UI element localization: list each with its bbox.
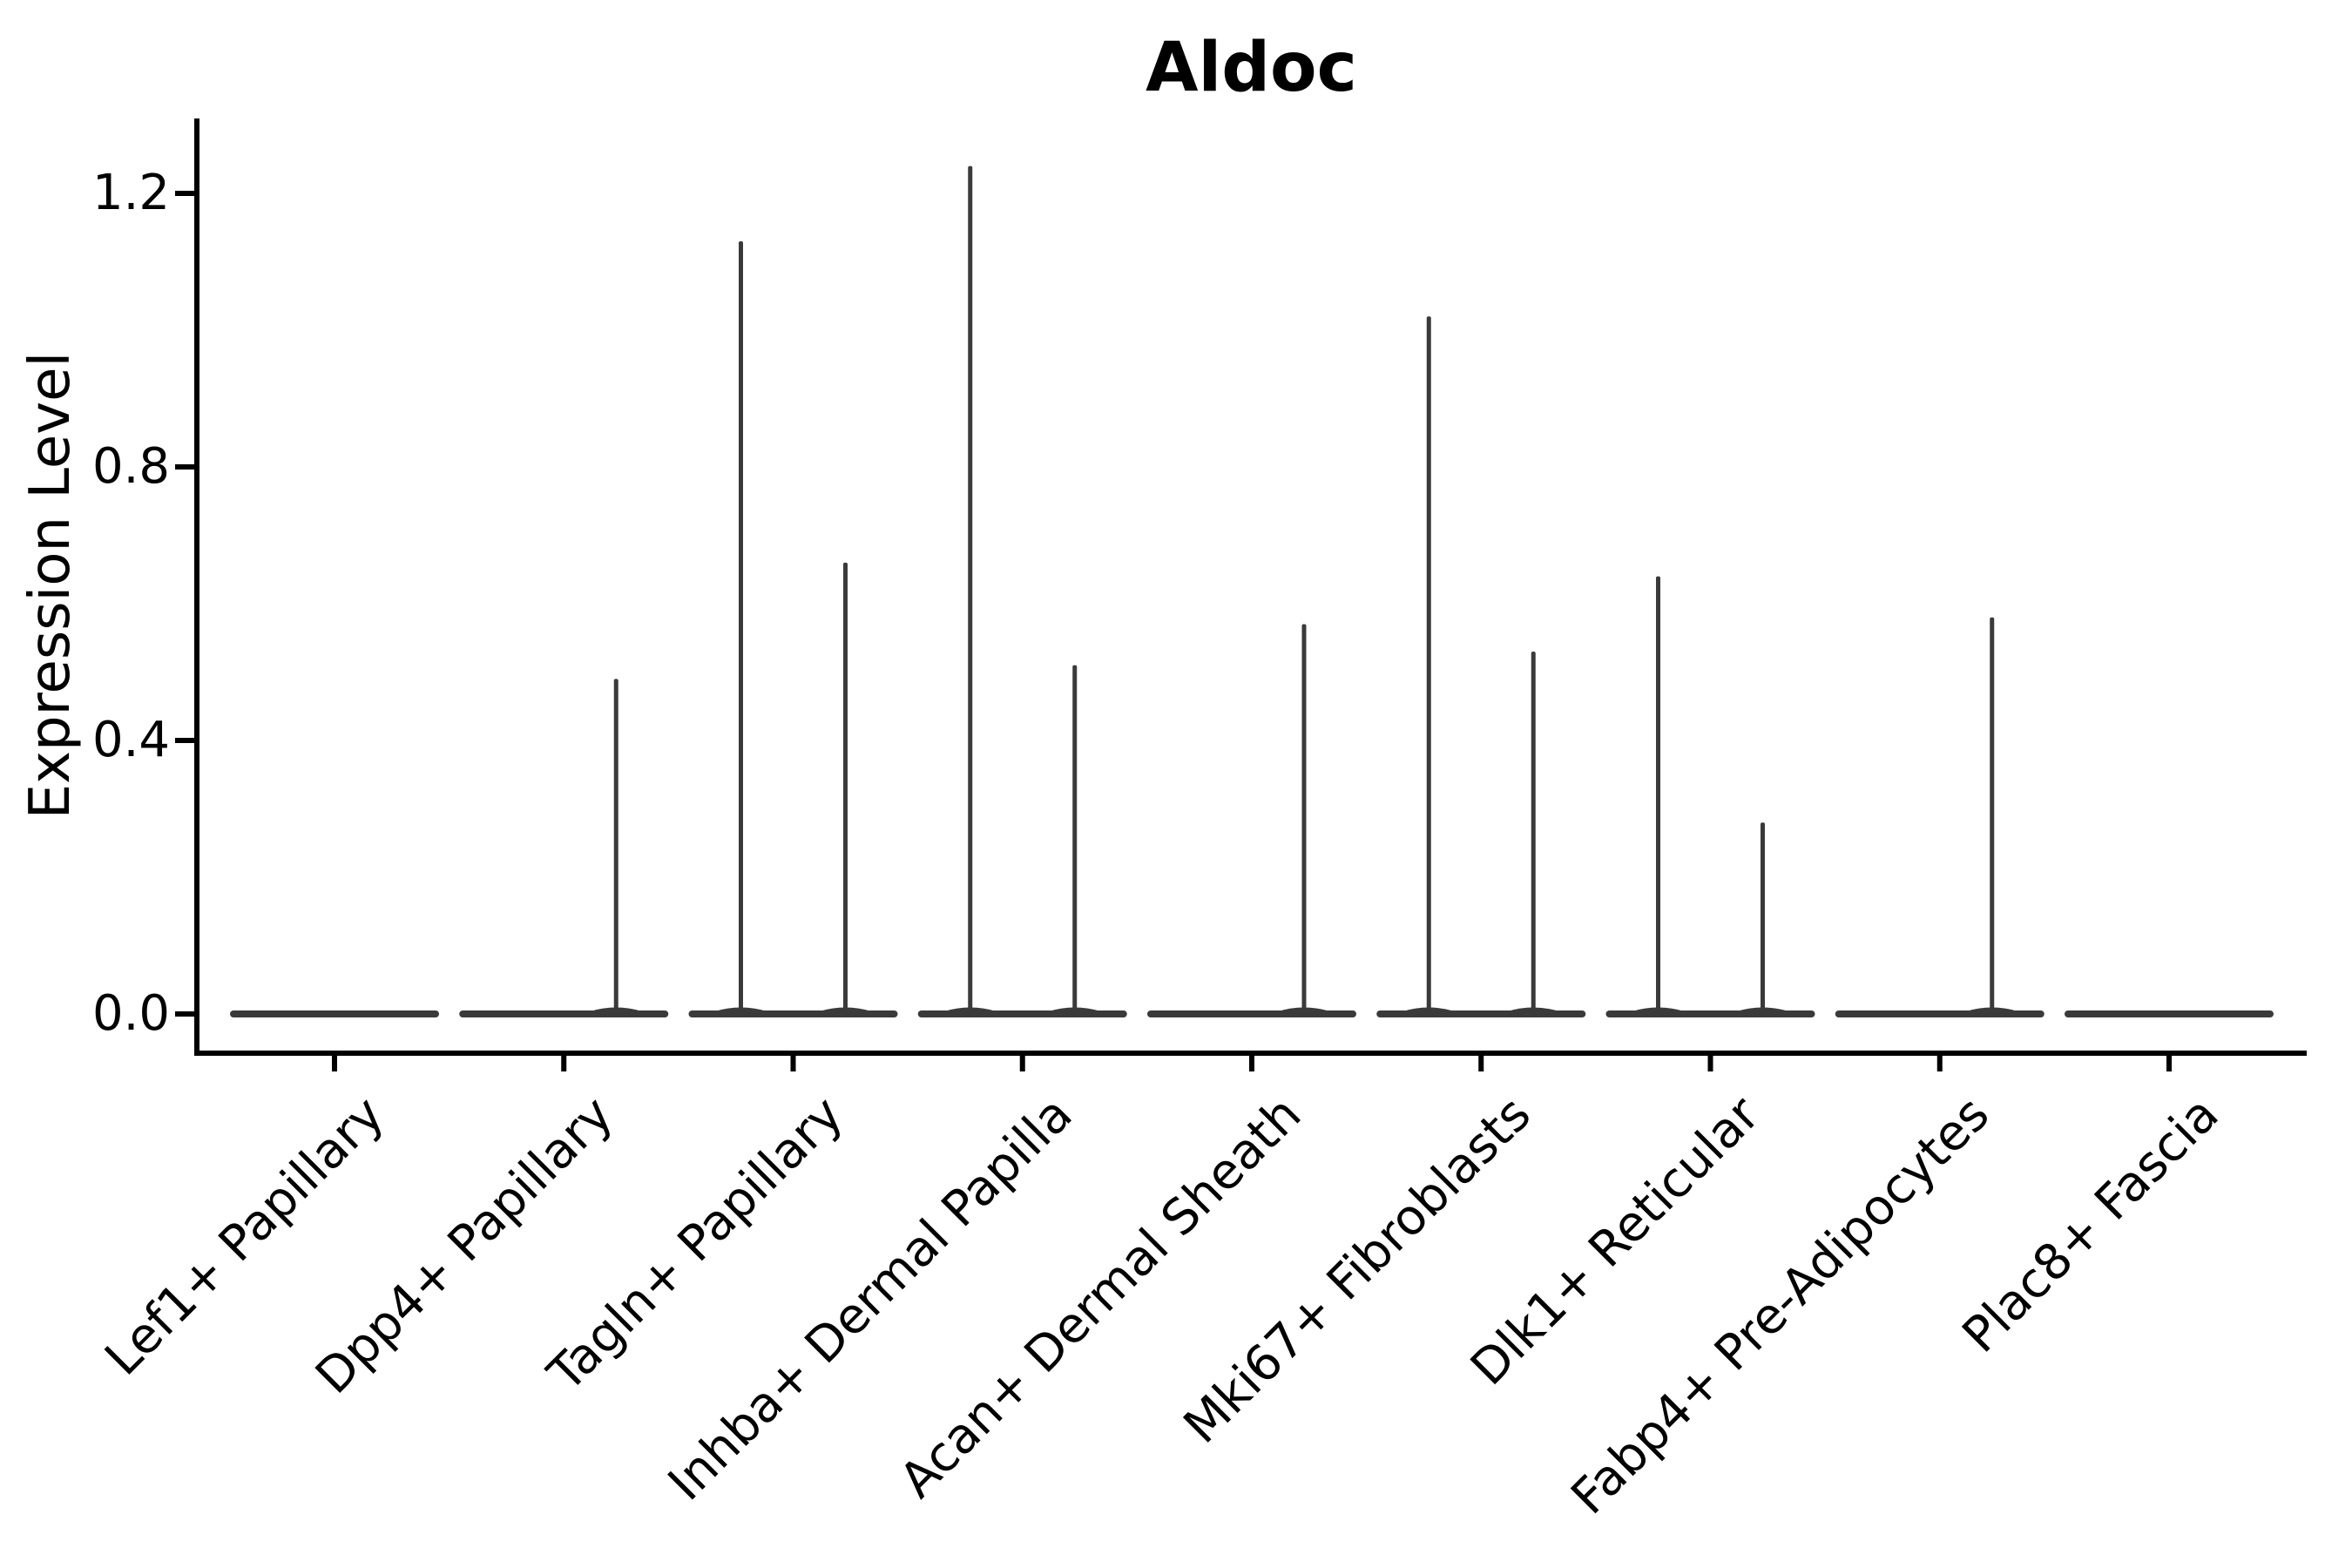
- y-tick-label: 0.8: [91, 438, 170, 495]
- y-tick-label: 1.2: [91, 165, 170, 221]
- y-tick-label: 0.4: [91, 712, 170, 768]
- y-tick-label: 0.0: [91, 985, 170, 1042]
- chart-title: Aldoc: [1146, 29, 1357, 107]
